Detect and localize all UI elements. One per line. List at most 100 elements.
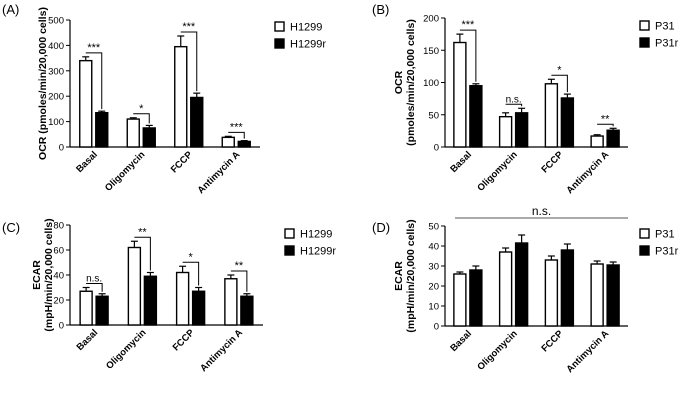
panel-label: (D): [372, 220, 390, 235]
bar: [190, 96, 204, 148]
bar: [606, 129, 620, 148]
y-tick-label: 200: [423, 14, 439, 25]
bar: [514, 112, 529, 148]
legend-label: H1299r: [300, 246, 336, 258]
legend-swatch: [274, 21, 285, 32]
bar: [175, 271, 190, 326]
y-tick-label: 50: [428, 110, 439, 121]
bar: [221, 136, 235, 148]
y-tick-label: 0: [434, 322, 439, 333]
bar: [79, 59, 93, 148]
y-tick-label: 0: [59, 321, 64, 332]
significance-bracket: [180, 31, 198, 92]
y-axis-label-line: ECAR: [393, 261, 405, 291]
y-axis-label-line: (mpH/min/20,000 cells): [43, 218, 55, 331]
y-tick-label: 0: [434, 143, 439, 154]
significance-label: **: [235, 260, 244, 272]
x-tick-label: Oligomycin: [104, 327, 148, 371]
legend-swatch: [284, 245, 295, 256]
y-tick-label: 0: [59, 143, 64, 154]
y-tick-label: 100: [423, 78, 439, 89]
bar: [142, 127, 156, 148]
y-tick-label: 500: [48, 16, 64, 27]
y-tick-label: 40: [428, 242, 439, 253]
y-axis-label-line: (mpH/min/20,000 cells): [405, 219, 417, 332]
significance-bracket: [86, 283, 103, 292]
significance-label: ***: [461, 19, 475, 31]
significance-label: n.s.: [506, 94, 522, 105]
x-tick-label: Antimycin A: [565, 328, 612, 375]
global-annotation: n.s.: [532, 204, 551, 218]
bar: [498, 251, 513, 327]
bar: [498, 115, 513, 148]
legend-label: H1299r: [290, 39, 326, 51]
y-axis-label-line: ECAR: [31, 260, 43, 290]
significance-bracket: [85, 52, 103, 110]
bar: [590, 263, 604, 327]
bar: [453, 273, 467, 327]
legend-swatch: [639, 228, 650, 239]
significance-label: **: [138, 226, 147, 238]
bar: [606, 264, 620, 327]
bar: [95, 112, 109, 148]
significance-bracket: [551, 74, 568, 93]
x-tick-label: Basal: [448, 328, 474, 354]
bar: [544, 259, 559, 327]
panel-label: (A): [2, 2, 19, 17]
x-tick-label: FCCP: [539, 149, 566, 176]
y-axis-label-line: OCR (pmoles/min/20,000 cells): [37, 7, 49, 160]
chart-panel-2: (B) 0 50 100 150 200 OCR(pmoles/min/20,000 cel…: [372, 2, 679, 196]
y-tick-label: 100: [48, 117, 64, 128]
x-tick-label: Basal: [74, 149, 100, 175]
y-tick-label: 200: [48, 92, 64, 103]
legend-label: P31: [655, 229, 675, 241]
panel-label: (C): [2, 220, 20, 235]
y-tick-label: 400: [48, 41, 64, 52]
bar: [95, 295, 109, 326]
significance-bracket: [505, 103, 523, 107]
y-tick-label: 80: [53, 221, 64, 232]
significance-bracket: [133, 113, 150, 124]
significance-bracket: [182, 261, 200, 286]
bar: [469, 269, 483, 327]
y-axis-label: OCR (pmoles/min/20,000 cells): [37, 7, 49, 160]
significance-bracket: [597, 123, 614, 127]
bar: [469, 85, 483, 148]
y-tick-label: 150: [423, 46, 439, 57]
x-tick-label: FCCP: [539, 328, 566, 355]
significance-label: **: [601, 113, 610, 125]
x-tick-label: FCCP: [169, 149, 196, 176]
legend-label: P31r: [655, 38, 679, 50]
significance-label: *: [139, 103, 144, 115]
x-tick-label: Basal: [75, 327, 101, 353]
x-tick-label: Basal: [448, 149, 474, 175]
significance-label: *: [557, 64, 562, 76]
significance-label: ***: [87, 42, 101, 54]
bar: [560, 97, 575, 148]
bar: [560, 249, 575, 327]
y-axis-label: ECAR(mpH/min/20,000 cells): [393, 219, 417, 332]
chart-panel-4: (D) 0 10 20 30 40 50 ECAR(mpH/min/20,000 cells)…: [372, 204, 679, 375]
legend-swatch: [639, 37, 650, 48]
panel-label: (B): [372, 2, 389, 17]
legend-swatch: [639, 20, 650, 31]
y-axis-label: ECAR(mpH/min/20,000 cells): [31, 218, 55, 331]
bar: [590, 135, 604, 148]
y-axis-label-line: OCR: [393, 70, 405, 94]
legend-swatch: [284, 228, 295, 239]
bar: [453, 41, 467, 148]
x-tick-label: Antimycin A: [196, 149, 243, 196]
y-axis-label: OCR(pmoles/min/20,000 cells): [393, 19, 417, 146]
y-axis-label-line: (pmoles/min/20,000 cells): [405, 19, 417, 146]
bar: [143, 275, 158, 326]
bar: [126, 118, 140, 148]
bar: [237, 140, 251, 148]
bar: [240, 295, 254, 326]
x-tick-label: Oligomycin: [475, 328, 519, 372]
y-tick-label: 10: [428, 302, 439, 313]
y-tick-label: 60: [53, 246, 64, 257]
bar: [191, 290, 206, 326]
